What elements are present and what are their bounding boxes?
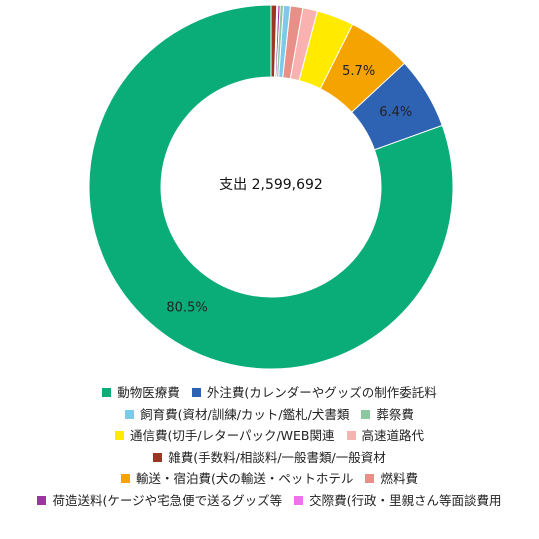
legend-swatch: [121, 474, 131, 483]
legend-item: 葬祭費: [361, 404, 414, 426]
legend-label: 葬祭費: [376, 406, 414, 422]
donut-svg: 80.5% 6.4% 5.7%: [88, 4, 454, 370]
slice-0: [88, 4, 454, 370]
legend-label: 外注費(カレンダーやグッズの制作委託料: [206, 385, 437, 400]
legend-swatch: [37, 495, 47, 505]
legend-item: 高速道路代: [346, 425, 425, 447]
legend-item: 外注費(カレンダーやグッズの制作委託料: [191, 382, 437, 404]
legend-item: 交際費(行政・里親さん等面談費用: [294, 490, 502, 512]
legend-item: 輸送・宿泊費(犬の輸送・ペットホテル: [121, 468, 353, 490]
legend-label: 荷造送料(ケージや宅急便で送るグッズ等: [52, 492, 283, 508]
legend-item: 動物医療費: [102, 382, 180, 404]
legend-swatch: [361, 409, 371, 419]
legend-swatch: [365, 474, 375, 483]
legend-label: 通信費(切手/レターパック/WEB関連: [129, 428, 335, 443]
slice-label-2: 5.7%: [342, 64, 375, 79]
legend-item: 荷造送料(ケージや宅急便で送るグッズ等: [37, 490, 282, 512]
legend-swatch: [114, 431, 124, 440]
legend-swatch: [102, 388, 112, 397]
slice-10: [270, 4, 278, 78]
slice-label-0: 80.5%: [166, 300, 207, 315]
legend-label: 交際費(行政・里親さん等面談費用: [309, 492, 502, 508]
legend-swatch: [294, 495, 304, 505]
legend-item: 雑費(手数料/相談料/一般書類/一般資材: [153, 447, 386, 469]
legend-swatch: [125, 409, 135, 419]
legend-item: 飼育費(資材/訓練/カット/鑑札/犬書類: [125, 404, 349, 426]
legend-label: 動物医療費: [117, 385, 180, 400]
legend-row: 通信費(切手/レターパック/WEB関連 高速道路代: [0, 425, 539, 447]
legend-row: 雑費(手数料/相談料/一般書類/一般資材: [0, 447, 539, 469]
legend-row: 輸送・宿泊費(犬の輸送・ペットホテル 燃料費: [0, 468, 539, 490]
legend-row: 荷造送料(ケージや宅急便で送るグッズ等 交際費(行政・里親さん等面談費用: [0, 490, 539, 512]
legend-row: 飼育費(資材/訓練/カット/鑑札/犬書類 葬祭費: [0, 404, 539, 426]
legend-label: 輸送・宿泊費(犬の輸送・ペットホテル: [136, 471, 354, 486]
legend-label: 雑費(手数料/相談料/一般書類/一般資材: [168, 449, 386, 465]
slice-label-1: 6.4%: [379, 105, 412, 120]
legend-swatch: [153, 452, 163, 462]
legend-label: 燃料費: [380, 471, 418, 486]
legend-swatch: [346, 431, 356, 440]
legend-row: 動物医療費 外注費(カレンダーやグッズの制作委託料: [0, 382, 539, 404]
legend-item: 燃料費: [365, 468, 418, 490]
center-label: 支出 2,599,692: [219, 177, 323, 193]
legend-item: 通信費(切手/レターパック/WEB関連: [114, 425, 335, 447]
legend: 動物医療費 外注費(カレンダーやグッズの制作委託料飼育費(資材/訓練/カット/鑑札…: [0, 382, 539, 511]
legend-swatch: [191, 388, 201, 397]
legend-label: 高速道路代: [361, 428, 425, 443]
legend-label: 飼育費(資材/訓練/カット/鑑札/犬書類: [140, 406, 350, 422]
